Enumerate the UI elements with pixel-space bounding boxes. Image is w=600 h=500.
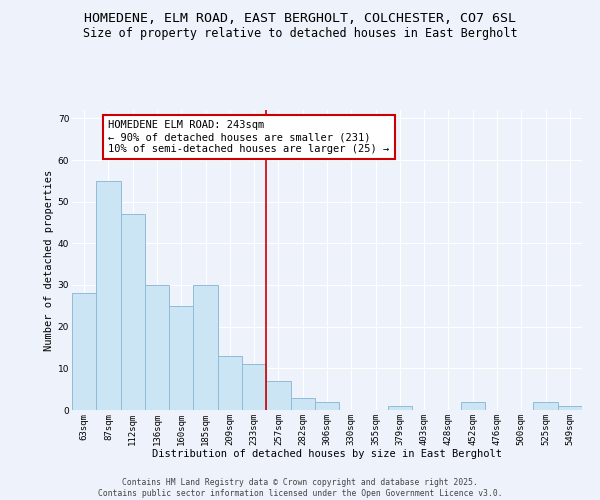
Bar bbox=[315, 402, 339, 410]
Y-axis label: Number of detached properties: Number of detached properties bbox=[44, 170, 53, 350]
Bar bbox=[388, 406, 412, 410]
Text: Contains HM Land Registry data © Crown copyright and database right 2025.
Contai: Contains HM Land Registry data © Crown c… bbox=[98, 478, 502, 498]
Bar bbox=[242, 364, 266, 410]
Bar bbox=[461, 402, 485, 410]
Text: Size of property relative to detached houses in East Bergholt: Size of property relative to detached ho… bbox=[83, 28, 517, 40]
Bar bbox=[145, 285, 169, 410]
Bar bbox=[169, 306, 193, 410]
Bar bbox=[558, 406, 582, 410]
Bar bbox=[533, 402, 558, 410]
Bar bbox=[218, 356, 242, 410]
Bar bbox=[121, 214, 145, 410]
Bar bbox=[266, 381, 290, 410]
Bar bbox=[96, 181, 121, 410]
Text: HOMEDENE ELM ROAD: 243sqm
← 90% of detached houses are smaller (231)
10% of semi: HOMEDENE ELM ROAD: 243sqm ← 90% of detac… bbox=[109, 120, 389, 154]
Bar bbox=[193, 285, 218, 410]
Bar bbox=[290, 398, 315, 410]
X-axis label: Distribution of detached houses by size in East Bergholt: Distribution of detached houses by size … bbox=[152, 449, 502, 459]
Bar bbox=[72, 294, 96, 410]
Text: HOMEDENE, ELM ROAD, EAST BERGHOLT, COLCHESTER, CO7 6SL: HOMEDENE, ELM ROAD, EAST BERGHOLT, COLCH… bbox=[84, 12, 516, 26]
